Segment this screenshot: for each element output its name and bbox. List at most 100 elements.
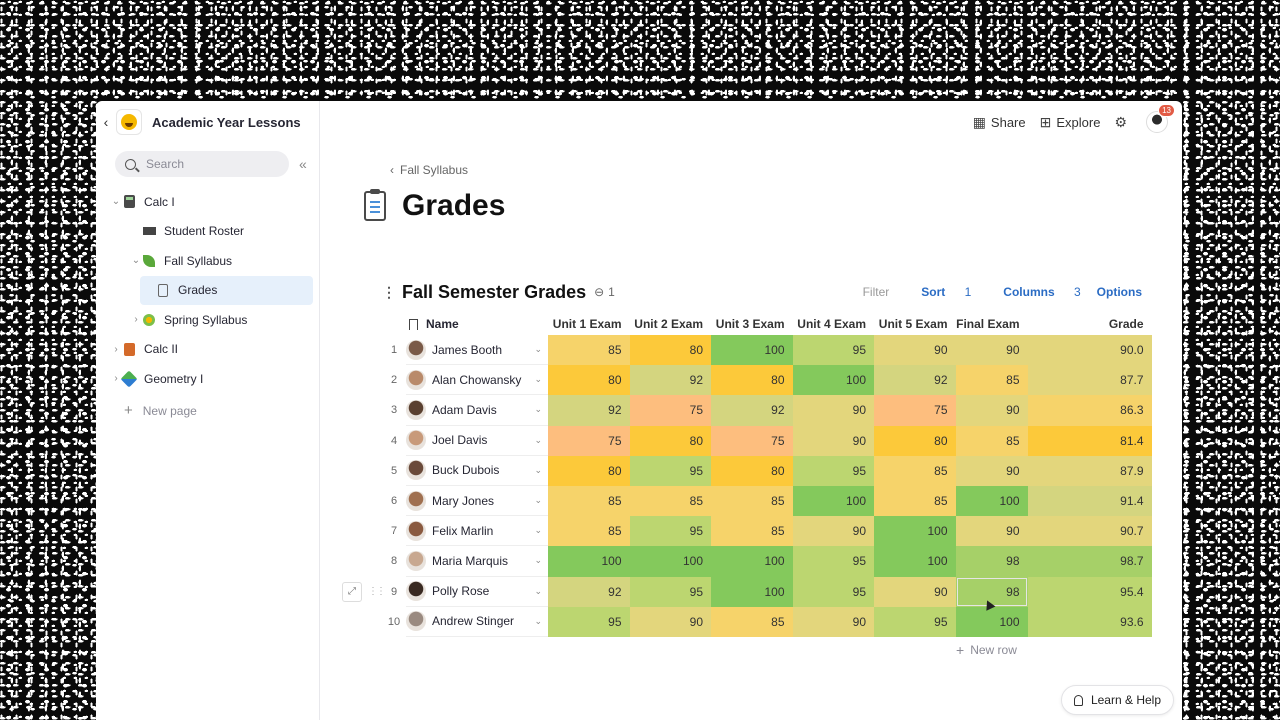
table-row[interactable]: 2 Alan Chowansky ⌄ 80 92 80 100 92 85 87.7 [382, 365, 1152, 396]
score-cell-unit2[interactable]: 80 [629, 425, 711, 456]
linked-references[interactable]: ⊖ 1 [594, 285, 615, 299]
score-cell-unit3[interactable]: 80 [711, 365, 793, 396]
score-cell-unit2[interactable]: 85 [629, 485, 711, 517]
score-cell-unit5[interactable]: 95 [874, 606, 956, 637]
score-cell-unit1[interactable]: 85 [548, 335, 630, 366]
chevron-icon[interactable]: ⌄ [111, 196, 121, 208]
chevron-down-icon[interactable]: ⌄ [534, 344, 542, 355]
score-cell-unit4[interactable]: 95 [792, 335, 874, 366]
name-cell[interactable]: Maria Marquis ⌄ [406, 546, 548, 577]
column-header-unit4[interactable]: Unit 4 Exam [797, 317, 866, 331]
sidebar-item-grades[interactable]: Grades [140, 275, 313, 305]
columns-button[interactable]: Columns 3 [987, 285, 1080, 299]
chevron-down-icon[interactable]: ⌄ [534, 525, 542, 536]
score-cell-unit4[interactable]: 90 [792, 425, 874, 456]
score-cell-unit1[interactable]: 75 [548, 425, 630, 456]
grade-cell[interactable]: 98.7 [1027, 546, 1152, 577]
user-avatar[interactable]: 13 [1146, 104, 1175, 133]
sidebar-item-spring-syllabus[interactable]: › Spring Syllabus [102, 305, 319, 335]
grade-cell[interactable]: 95.4 [1027, 576, 1152, 607]
share-button[interactable]: ▦ Share [973, 114, 1026, 131]
clipboard-icon[interactable] [364, 189, 386, 221]
score-cell-final[interactable]: 85 [955, 425, 1028, 456]
sidebar-item-calc-ii[interactable]: › Calc II [102, 335, 319, 365]
name-cell[interactable]: Polly Rose ⌄ [406, 577, 548, 607]
new-page-button[interactable]: + New page [96, 396, 319, 426]
chevron-icon[interactable]: › [114, 343, 118, 355]
chevron-icon[interactable]: › [114, 373, 118, 385]
score-cell-final[interactable]: 90 [955, 395, 1028, 426]
name-cell[interactable]: Alan Chowansky ⌄ [406, 365, 548, 396]
table-title[interactable]: Fall Semester Grades [402, 281, 587, 302]
grade-cell[interactable]: 87.7 [1027, 365, 1152, 396]
grade-cell[interactable]: 81.4 [1027, 425, 1152, 456]
score-cell-unit4[interactable]: 95 [792, 546, 874, 577]
score-cell-unit3[interactable]: 85 [711, 516, 793, 547]
chevron-down-icon[interactable]: ⌄ [534, 585, 542, 596]
chevron-down-icon[interactable]: ⌄ [534, 555, 542, 566]
name-cell[interactable]: Buck Dubois ⌄ [406, 456, 548, 486]
score-cell-unit4[interactable]: 100 [792, 365, 874, 396]
grade-cell[interactable]: 91.4 [1027, 485, 1152, 517]
table-row[interactable]: 5 Buck Dubois ⌄ 80 95 80 95 85 90 87.9 [382, 455, 1152, 486]
score-cell-unit5[interactable]: 85 [874, 455, 956, 486]
sidebar-item-student-roster[interactable]: Student Roster [102, 217, 319, 247]
score-cell-unit3[interactable]: 75 [711, 425, 793, 456]
score-cell-unit3[interactable]: 80 [711, 455, 793, 486]
collapse-sidebar-icon[interactable]: « [299, 156, 307, 172]
score-cell-unit5[interactable]: 92 [874, 365, 956, 396]
score-cell-unit2[interactable]: 75 [629, 395, 711, 426]
name-cell[interactable]: Felix Marlin ⌄ [406, 516, 548, 547]
sidebar-item-geometry-i[interactable]: › Geometry I [102, 364, 319, 394]
score-cell-unit5[interactable]: 85 [874, 485, 956, 517]
search-input[interactable]: Search [115, 151, 289, 177]
score-cell-unit5[interactable]: 80 [874, 425, 956, 456]
grade-cell[interactable]: 90.7 [1027, 516, 1152, 547]
grade-cell[interactable]: 93.6 [1027, 606, 1152, 637]
column-header-unit1[interactable]: Unit 1 Exam [552, 317, 622, 331]
score-cell-unit3[interactable]: 100 [711, 546, 793, 577]
score-cell-unit1[interactable]: 92 [548, 395, 630, 426]
page-title[interactable]: Grades [402, 189, 506, 222]
score-cell-unit2[interactable]: 95 [629, 576, 711, 607]
score-cell-unit3[interactable]: 100 [711, 576, 793, 607]
score-cell-unit2[interactable]: 95 [629, 455, 711, 486]
table-row[interactable]: 8 Maria Marquis ⌄ 100 100 100 95 100 98 98.7 [382, 546, 1152, 577]
score-cell-unit4[interactable]: 90 [792, 606, 874, 637]
table-row[interactable]: 7 Felix Marlin ⌄ 85 95 85 90 100 90 90.7 [382, 516, 1152, 547]
column-header-unit3[interactable]: Unit 3 Exam [715, 317, 785, 331]
chevron-down-icon[interactable]: ⌄ [534, 464, 542, 475]
score-cell-unit1[interactable]: 100 [548, 546, 630, 577]
expand-row-icon[interactable]: ⤢ [342, 581, 362, 602]
score-cell-unit2[interactable]: 90 [629, 606, 711, 637]
score-cell-unit2[interactable]: 95 [629, 516, 711, 547]
drag-handle-icon[interactable]: ⋮⋮ [368, 586, 386, 598]
grade-cell[interactable]: 90.0 [1027, 335, 1152, 366]
score-cell-unit1[interactable]: 85 [548, 516, 630, 547]
name-cell[interactable]: James Booth ⌄ [406, 335, 548, 366]
score-cell-final[interactable]: 98 [955, 576, 1028, 607]
learn-help-button[interactable]: Learn & Help [1060, 685, 1174, 715]
new-row-button[interactable]: + New row [956, 642, 1017, 658]
table-row[interactable]: 6 Mary Jones ⌄ 85 85 85 100 85 100 91.4 [382, 485, 1152, 517]
score-cell-unit3[interactable]: 100 [711, 335, 793, 366]
sidebar-item-fall-syllabus[interactable]: ⌄ Fall Syllabus [102, 246, 319, 276]
score-cell-unit3[interactable]: 85 [711, 485, 793, 517]
workspace-title[interactable]: Academic Year Lessons [152, 114, 301, 130]
column-header-name[interactable]: Name [406, 313, 548, 335]
score-cell-unit1[interactable]: 80 [548, 455, 630, 486]
sidebar-item-calc-i[interactable]: ⌄ Calc I [102, 187, 319, 217]
score-cell-unit3[interactable]: 92 [711, 395, 793, 426]
breadcrumb[interactable]: ‹ Fall Syllabus [390, 163, 468, 177]
column-header-unit5[interactable]: Unit 5 Exam [878, 317, 948, 331]
score-cell-unit4[interactable]: 100 [792, 485, 874, 517]
table-row[interactable]: 1 James Booth ⌄ 85 80 100 95 90 90 90.0 [382, 335, 1152, 366]
score-cell-unit5[interactable]: 100 [874, 546, 956, 577]
name-cell[interactable]: Adam Davis ⌄ [406, 395, 548, 426]
score-cell-final[interactable]: 98 [955, 546, 1028, 577]
score-cell-unit2[interactable]: 100 [629, 546, 711, 577]
table-row[interactable]: 3 Adam Davis ⌄ 92 75 92 90 75 90 86.3 [382, 395, 1152, 426]
name-cell[interactable]: Mary Jones ⌄ [406, 486, 548, 517]
back-chevron-icon[interactable]: ‹ [103, 114, 109, 130]
score-cell-unit1[interactable]: 95 [548, 606, 630, 637]
